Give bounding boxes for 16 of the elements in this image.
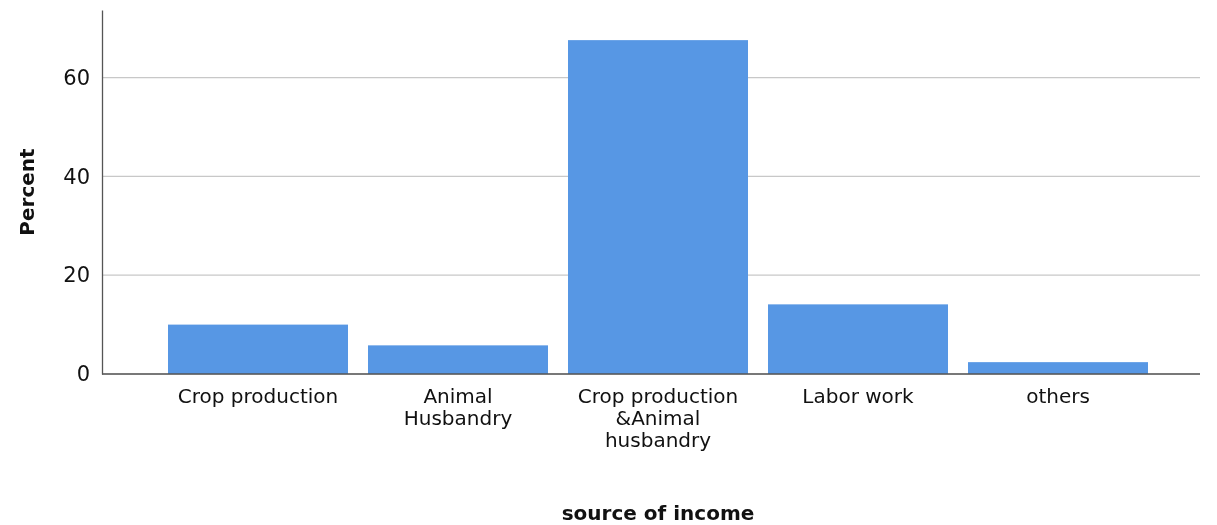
x-tick-label: Crop production &Animal husbandry xyxy=(577,384,739,452)
bar xyxy=(968,362,1148,374)
bar xyxy=(568,40,748,374)
bar xyxy=(168,324,348,374)
x-tick-label: Animal Husbandry xyxy=(403,384,513,430)
bar xyxy=(768,304,948,374)
x-tick-label: others xyxy=(1026,384,1090,408)
x-tick-label: Labor work xyxy=(802,384,915,408)
y-tick-label: 0 xyxy=(76,362,90,387)
y-tick-label: 40 xyxy=(63,164,90,189)
x-tick-label: Crop production xyxy=(177,384,339,408)
bar xyxy=(368,345,548,374)
y-axis-title: Percent xyxy=(15,147,39,236)
y-tick-label: 60 xyxy=(63,65,90,90)
y-tick-label: 20 xyxy=(63,263,90,288)
x-axis-title: source of income xyxy=(561,501,755,525)
